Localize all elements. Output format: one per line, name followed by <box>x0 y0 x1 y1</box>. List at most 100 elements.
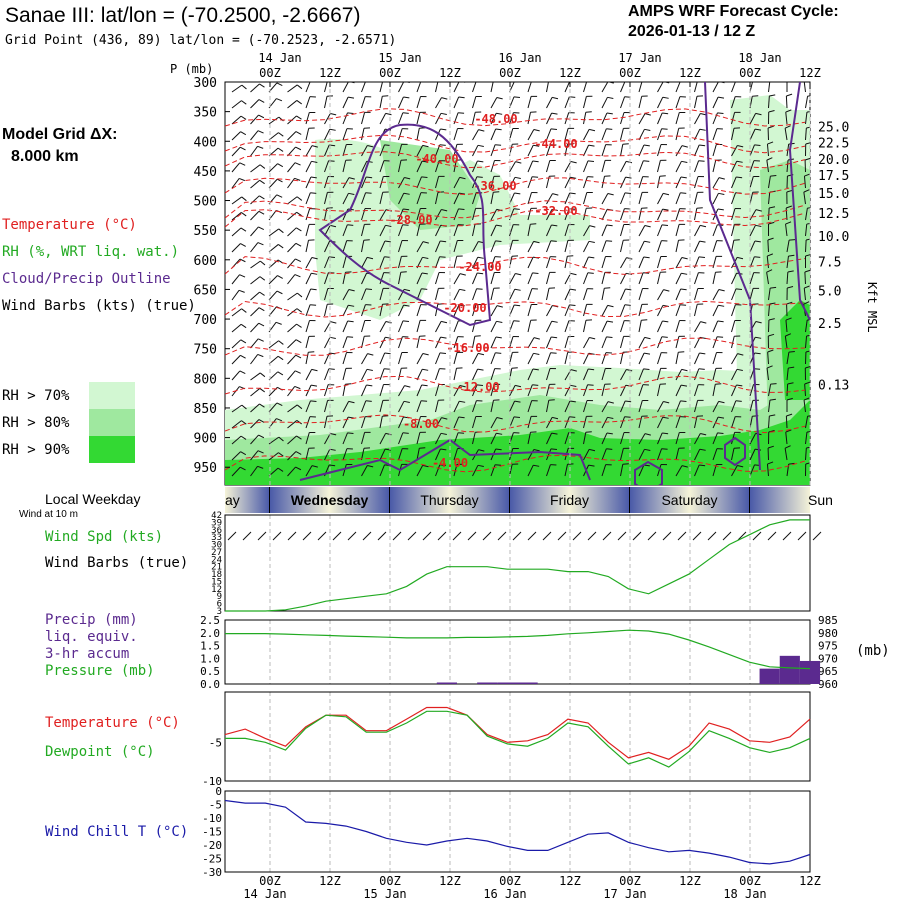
wind-barb-flag <box>514 304 521 307</box>
precip-tick: 1.0 <box>200 652 220 665</box>
wind-barb <box>803 288 806 301</box>
wind-barb <box>712 352 717 365</box>
wind-barb <box>379 82 384 93</box>
wind-barb-flag <box>296 100 303 105</box>
top-date-label: 16 Jan <box>498 51 541 65</box>
wind-at-label: Wind at 10 m <box>19 509 78 520</box>
wind-barb <box>527 192 532 205</box>
wind-barb <box>731 208 736 221</box>
wind-barb <box>472 320 476 333</box>
model-grid-value: 8.000 km <box>11 148 79 165</box>
wind-barb-flag <box>644 336 651 340</box>
wind-barb-flag <box>311 160 318 163</box>
wind-barb-flag <box>770 383 777 385</box>
wind-barb <box>731 272 738 285</box>
kft-tick: 20.0 <box>818 153 849 168</box>
wind-barb <box>564 82 570 93</box>
wind-barb-flag <box>347 320 354 323</box>
wind-barb <box>490 464 496 477</box>
wind-barb-flag <box>329 464 336 467</box>
wind-barb <box>564 416 570 429</box>
wind-barb <box>342 401 350 413</box>
wind-barb <box>527 288 533 301</box>
wind-barb <box>712 448 718 461</box>
wind-barb <box>564 192 571 205</box>
wind-barb <box>766 144 769 157</box>
wind-barb-flag <box>770 174 777 177</box>
bottom-date-label: 18 Jan <box>723 887 766 900</box>
wind-barb-flag <box>785 109 792 113</box>
wind-barb-flag <box>241 404 247 410</box>
wind-barb <box>546 288 550 301</box>
wind-barb <box>675 176 682 189</box>
wind-barb <box>231 84 243 93</box>
wind-barb-flag <box>754 256 761 258</box>
wind-barb <box>784 448 788 461</box>
wind-barb <box>231 178 240 189</box>
wind-barb <box>657 176 661 189</box>
wind-barb <box>324 448 331 461</box>
wind-barb <box>620 257 627 269</box>
wind-barb-flag <box>805 142 810 145</box>
wind-barb <box>287 162 296 173</box>
wind-barb <box>342 112 348 125</box>
temperature-tick: -10 <box>202 775 222 788</box>
wind-barb <box>546 336 552 349</box>
wind-barb-flag <box>662 208 669 211</box>
wind-barb <box>527 256 534 269</box>
wind-barb <box>379 113 387 125</box>
wind-barb-flag <box>240 339 247 344</box>
bottom-date-label: 14 Jan <box>243 887 286 900</box>
wind-barb <box>731 128 735 141</box>
wind-barb <box>379 400 384 413</box>
wind-barb <box>675 82 681 93</box>
wind-barb <box>583 144 590 157</box>
wind-barb <box>694 337 701 349</box>
wind-barb <box>361 304 366 317</box>
wind-barb <box>361 384 367 397</box>
wind-barb-flag <box>329 352 336 355</box>
wind-barb-flag <box>513 416 521 419</box>
wind-barb <box>379 288 384 301</box>
wind-barb <box>803 192 806 205</box>
wind-barb <box>324 337 331 349</box>
wind-barb-flag <box>661 336 668 338</box>
wind-barb-flag <box>788 254 795 257</box>
top-date-label: 15 Jan <box>378 51 421 65</box>
wind-barb <box>694 176 699 189</box>
wind-barb-flag <box>296 308 303 313</box>
wind-barb-flag <box>259 291 265 296</box>
bottom-time-tick: 12Z <box>559 874 581 888</box>
wind-barb-flag <box>805 366 810 369</box>
wind-barb <box>361 192 367 205</box>
wind-barb-flag <box>768 221 775 225</box>
wind-barb-flag <box>699 128 706 131</box>
wind-barb <box>416 416 421 429</box>
wind-barb-flag <box>385 224 392 227</box>
wind-barb <box>785 224 788 237</box>
day-label: Thursday <box>420 492 479 508</box>
wind-barb-flag <box>699 240 706 243</box>
wind-barb <box>342 289 350 301</box>
wind-barb <box>472 416 477 429</box>
wind-barb <box>324 384 329 397</box>
wind-barb <box>785 112 788 125</box>
wind-barb <box>250 291 260 301</box>
legend-rh: RH (%, WRT liq. wat.) <box>2 244 180 260</box>
wind-barb <box>231 131 241 141</box>
wind-barb-flag <box>277 147 284 152</box>
wind-barb-flag <box>550 128 558 131</box>
wind-barb-flag <box>717 208 724 211</box>
wind-barb <box>675 320 680 333</box>
surface-wind-barb <box>602 531 612 541</box>
wind-barb <box>472 224 476 237</box>
wind-barb-flag <box>241 100 247 105</box>
wind-barb-flag <box>239 258 246 263</box>
wind-barb-flag <box>440 240 447 243</box>
wind-barb-flag <box>241 212 247 217</box>
rh80-swatch <box>89 409 135 436</box>
wind-barb <box>472 336 476 349</box>
wind-barb <box>361 432 366 445</box>
wind-barb <box>601 288 605 301</box>
wind-barb-flag <box>278 228 284 234</box>
